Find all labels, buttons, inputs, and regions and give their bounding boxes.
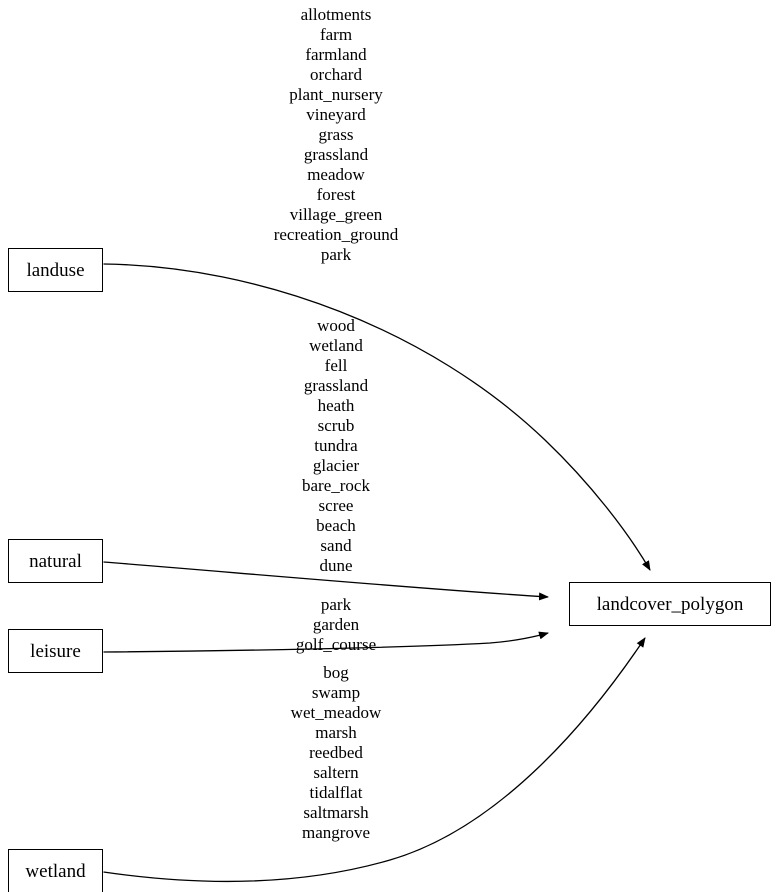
- edge-label-value: bare_rock: [302, 476, 370, 495]
- edge-label-landuse: allotments farm farmland orchard plant_nurse…: [274, 5, 399, 265]
- edge-label-value: reedbed: [309, 743, 363, 762]
- edge-label-value: meadow: [307, 165, 365, 184]
- node-natural-label: natural: [29, 550, 82, 572]
- edge-label-value: swamp: [311, 683, 361, 702]
- edge-label-value: forest: [316, 185, 356, 204]
- edge-wetland-to-landcover-polygon: [103, 637, 646, 882]
- node-leisure-label: leisure: [30, 640, 81, 662]
- edge-label-value: wet_meadow: [290, 703, 382, 722]
- edge-label-value: wood: [317, 316, 355, 335]
- edge-label-value: marsh: [315, 723, 357, 742]
- edge-label-value: grassland: [303, 145, 369, 164]
- edge-label-value: park: [320, 595, 352, 614]
- edge-label-value: saltern: [313, 763, 359, 782]
- node-leisure[interactable]: leisure: [8, 629, 103, 673]
- edge-label-value: heath: [317, 396, 355, 415]
- edge-label-value: scree: [318, 496, 354, 515]
- edge-label-value: tidalflat: [309, 783, 363, 802]
- edge-label-leisure: park garden golf_course: [296, 595, 376, 655]
- edge-label-value: grassland: [303, 376, 369, 395]
- edge-label-value: bog: [323, 663, 349, 682]
- edge-label-natural: wood wetland fell grassland heath scrub tundra…: [302, 316, 370, 576]
- edge-landuse-to-landcover-polygon: [103, 263, 651, 571]
- edge-label-value: grass: [318, 125, 354, 144]
- edge-label-value: golf_course: [295, 635, 377, 654]
- edge-label-value: fell: [324, 356, 348, 375]
- node-wetland[interactable]: wetland: [8, 849, 103, 892]
- edge-label-value: sand: [320, 536, 352, 555]
- edge-label-value: village_green: [289, 205, 383, 224]
- edge-label-value: wetland: [309, 336, 363, 355]
- node-wetland-label: wetland: [25, 860, 86, 882]
- edge-label-value: glacier: [312, 456, 360, 475]
- edge-label-value: farmland: [305, 45, 367, 64]
- node-landcover-polygon[interactable]: landcover_polygon: [569, 582, 771, 626]
- node-landuse-label: landuse: [26, 259, 85, 281]
- edge-label-value: farm: [319, 25, 353, 44]
- edge-label-wetland: bog swamp wet_meadow marsh reedbed saltern tid…: [291, 663, 382, 843]
- edge-label-value: beach: [316, 516, 356, 535]
- edge-label-value: saltmarsh: [303, 803, 369, 822]
- edge-label-value: vineyard: [306, 105, 366, 124]
- edge-label-value: tundra: [314, 436, 358, 455]
- edge-label-value: plant_nursery: [289, 85, 383, 104]
- edge-label-value: scrub: [317, 416, 355, 435]
- edge-leisure-to-landcover-polygon: [103, 631, 549, 653]
- edge-label-value: mangrove: [302, 823, 370, 842]
- node-natural[interactable]: natural: [8, 539, 103, 583]
- edge-label-value: dune: [319, 556, 353, 575]
- edge-label-value: park: [320, 245, 352, 264]
- edge-label-value: orchard: [310, 65, 362, 84]
- node-landcover-polygon-label: landcover_polygon: [596, 593, 744, 615]
- node-landuse[interactable]: landuse: [8, 248, 103, 292]
- edge-label-value: allotments: [300, 5, 372, 24]
- edge-natural-to-landcover-polygon: [103, 561, 549, 601]
- edge-label-value: garden: [312, 615, 360, 634]
- edge-label-value: recreation_ground: [273, 225, 399, 244]
